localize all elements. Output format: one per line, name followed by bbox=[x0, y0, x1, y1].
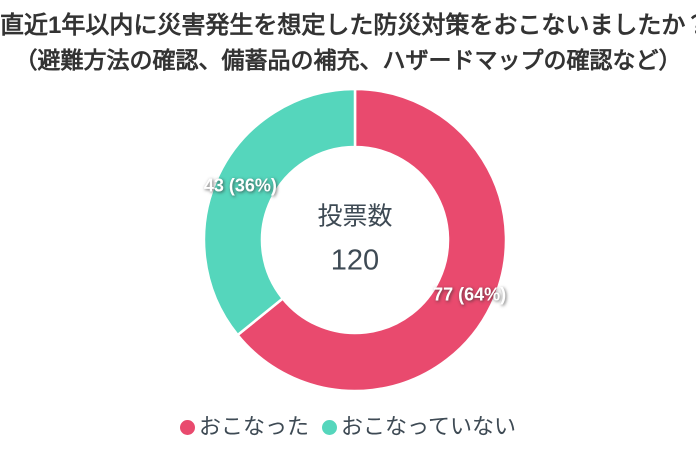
legend-item-okonatta[interactable]: おこなった bbox=[180, 414, 309, 440]
donut-segment-1[interactable] bbox=[202, 87, 357, 337]
segment-data-label-0: 77 (64%) bbox=[433, 285, 506, 305]
vote-count-value: 120 bbox=[330, 244, 380, 277]
vote-count-label: 投票数 bbox=[317, 202, 393, 231]
page-title: 直近1年以内に災害発生を想定した防災対策をおこないましたか？ （避難方法の確認、… bbox=[0, 9, 696, 77]
segment-data-label-1: 43 (36%) bbox=[204, 175, 277, 195]
legend-dot-okonatta bbox=[180, 419, 196, 435]
legend-dot-okonatteinai bbox=[322, 419, 338, 435]
chart-subtitle: （避難方法の確認、備蓄品の補充、ハザードマップの確認など） bbox=[14, 47, 682, 73]
chart-legend: おこなった おこなっていない bbox=[0, 412, 696, 442]
legend-label-okonatta: おこなった bbox=[199, 414, 310, 439]
donut-segment-0[interactable] bbox=[236, 87, 508, 393]
legend-item-okonatteinai[interactable]: おこなっていない bbox=[322, 414, 516, 440]
chart-center-text: 投票数 120 bbox=[317, 202, 393, 277]
legend-label-okonatteinai: おこなっていない bbox=[341, 414, 516, 439]
chart-title: 直近1年以内に災害発生を想定した防災対策をおこないましたか？ bbox=[0, 12, 696, 39]
